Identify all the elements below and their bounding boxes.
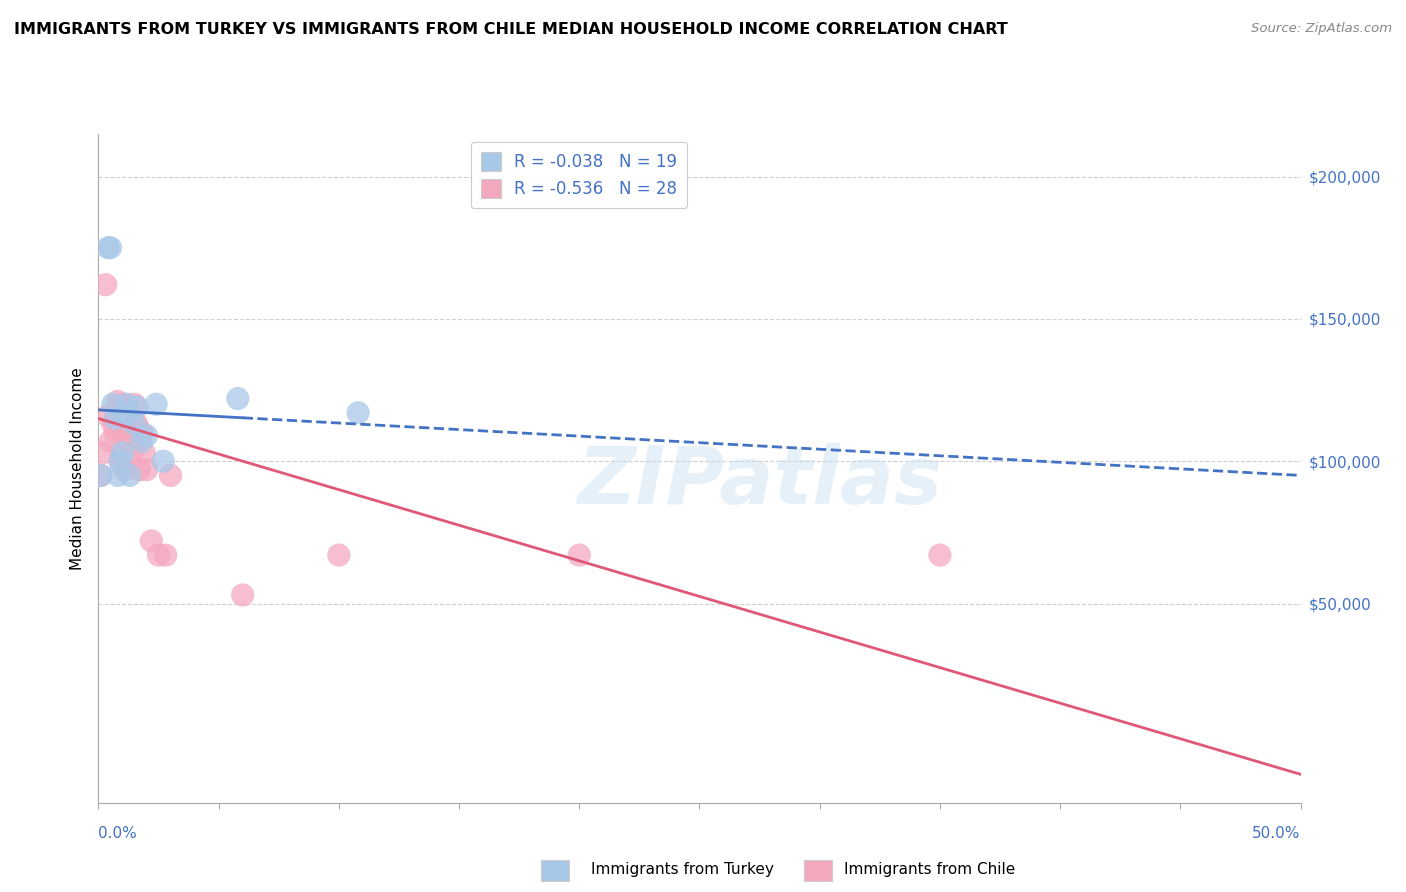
Point: [131, 434, 153, 449]
Point: [226, 392, 249, 406]
Point: [101, 397, 124, 411]
Text: Immigrants from Chile: Immigrants from Chile: [844, 863, 1015, 877]
Point: [148, 548, 170, 562]
Point: [117, 397, 139, 411]
Legend: R = -0.038   N = 19, R = -0.536   N = 28: R = -0.038 N = 19, R = -0.536 N = 28: [471, 142, 688, 208]
Point: [328, 548, 350, 562]
Text: ZIPatlas: ZIPatlas: [576, 442, 942, 521]
Point: [141, 533, 163, 548]
Point: [108, 454, 131, 468]
Point: [108, 454, 131, 468]
Point: [101, 417, 124, 432]
Point: [568, 548, 591, 562]
Point: [125, 417, 148, 432]
Point: [125, 400, 148, 414]
Point: [100, 241, 122, 255]
Point: [117, 425, 139, 440]
Point: [132, 445, 155, 459]
Point: [135, 463, 157, 477]
Point: [91, 445, 114, 459]
Point: [145, 397, 167, 411]
Point: [128, 463, 150, 477]
Y-axis label: Median Household Income: Median Household Income: [69, 367, 84, 570]
Point: [107, 394, 129, 409]
Text: 50.0%: 50.0%: [1253, 826, 1301, 840]
Point: [121, 445, 143, 459]
Point: [928, 548, 950, 562]
Point: [97, 409, 120, 423]
Point: [114, 463, 136, 477]
Point: [104, 411, 127, 425]
Point: [135, 428, 157, 442]
Point: [131, 425, 153, 440]
Point: [118, 434, 141, 449]
Text: 0.0%: 0.0%: [98, 826, 138, 840]
Point: [114, 409, 136, 423]
Point: [159, 468, 181, 483]
Point: [104, 425, 127, 440]
Text: Immigrants from Turkey: Immigrants from Turkey: [591, 863, 773, 877]
Point: [107, 468, 129, 483]
Point: [111, 445, 134, 459]
Point: [152, 454, 174, 468]
Point: [124, 397, 146, 411]
Point: [111, 397, 134, 411]
Point: [94, 277, 117, 292]
Point: [118, 468, 141, 483]
Text: Source: ZipAtlas.com: Source: ZipAtlas.com: [1251, 22, 1392, 36]
Point: [155, 548, 177, 562]
Point: [90, 468, 112, 483]
Point: [124, 417, 146, 432]
Point: [100, 434, 122, 449]
Point: [347, 406, 370, 420]
Point: [90, 468, 112, 483]
Point: [97, 241, 120, 255]
Text: IMMIGRANTS FROM TURKEY VS IMMIGRANTS FROM CHILE MEDIAN HOUSEHOLD INCOME CORRELAT: IMMIGRANTS FROM TURKEY VS IMMIGRANTS FRO…: [14, 22, 1008, 37]
Point: [232, 588, 254, 602]
